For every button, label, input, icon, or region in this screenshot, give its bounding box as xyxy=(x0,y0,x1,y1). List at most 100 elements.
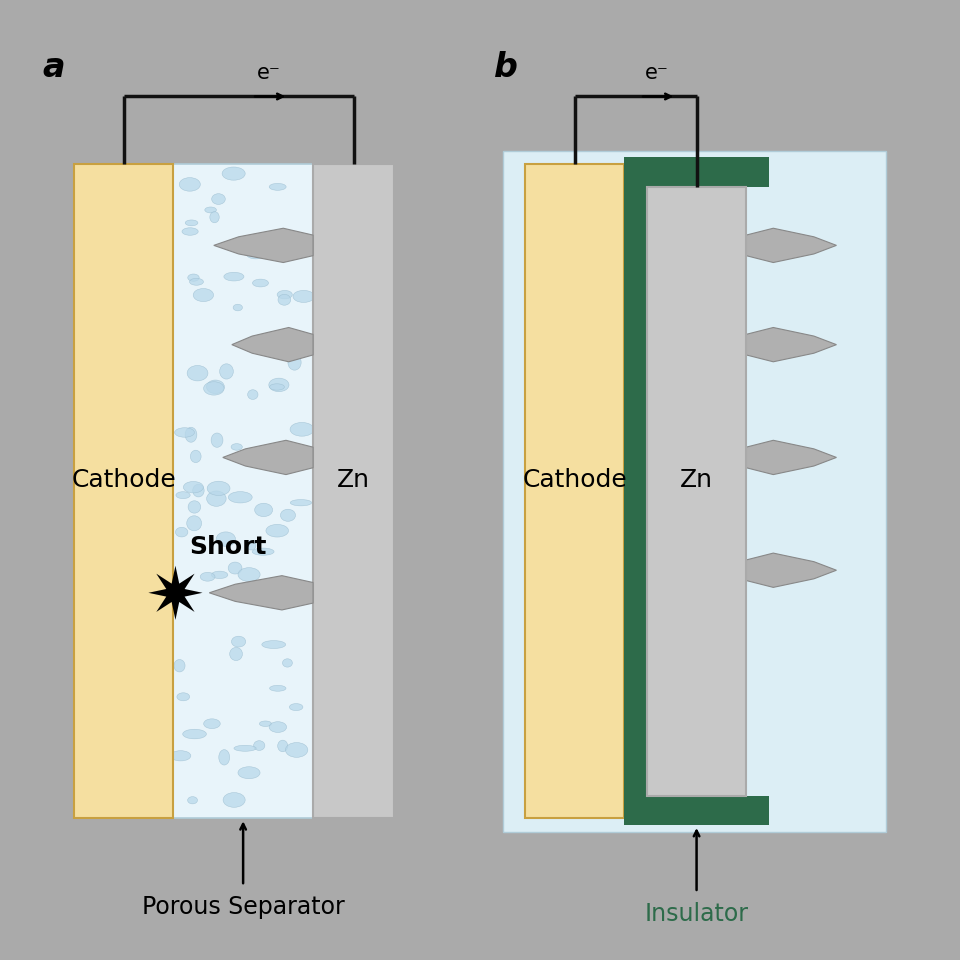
Ellipse shape xyxy=(270,685,286,691)
Ellipse shape xyxy=(175,428,195,437)
Ellipse shape xyxy=(254,503,273,516)
Ellipse shape xyxy=(270,384,284,390)
Ellipse shape xyxy=(269,183,286,190)
Ellipse shape xyxy=(288,354,301,371)
Ellipse shape xyxy=(238,567,260,582)
Ellipse shape xyxy=(177,693,190,701)
Ellipse shape xyxy=(251,452,268,461)
Text: Zn: Zn xyxy=(337,468,371,492)
Polygon shape xyxy=(746,228,836,262)
Bar xyxy=(313,164,395,818)
Bar xyxy=(503,151,886,832)
Ellipse shape xyxy=(277,740,288,752)
Text: Short: Short xyxy=(189,535,267,559)
Ellipse shape xyxy=(211,433,223,447)
Ellipse shape xyxy=(269,722,287,732)
Text: Porous Separator: Porous Separator xyxy=(142,895,345,919)
Ellipse shape xyxy=(233,304,243,311)
Ellipse shape xyxy=(224,273,244,281)
Ellipse shape xyxy=(247,250,265,259)
Ellipse shape xyxy=(229,647,243,660)
Bar xyxy=(525,164,624,818)
Text: Zn: Zn xyxy=(680,468,713,492)
Ellipse shape xyxy=(187,516,202,531)
Ellipse shape xyxy=(189,278,204,285)
Ellipse shape xyxy=(270,348,286,355)
Ellipse shape xyxy=(185,220,198,226)
Ellipse shape xyxy=(204,719,220,729)
Ellipse shape xyxy=(206,491,227,506)
Ellipse shape xyxy=(283,233,300,242)
Ellipse shape xyxy=(243,588,261,593)
Ellipse shape xyxy=(252,279,269,287)
Ellipse shape xyxy=(228,492,252,503)
Ellipse shape xyxy=(247,540,256,550)
Polygon shape xyxy=(149,565,203,620)
Ellipse shape xyxy=(183,482,204,492)
Ellipse shape xyxy=(211,571,228,579)
Polygon shape xyxy=(223,441,313,474)
Ellipse shape xyxy=(267,344,283,355)
Ellipse shape xyxy=(253,741,265,751)
Ellipse shape xyxy=(249,246,261,254)
Ellipse shape xyxy=(171,751,191,761)
Bar xyxy=(624,796,769,826)
Ellipse shape xyxy=(174,660,185,672)
Ellipse shape xyxy=(231,636,246,647)
Ellipse shape xyxy=(228,562,242,574)
Polygon shape xyxy=(214,228,313,262)
Text: Cathode: Cathode xyxy=(522,468,627,492)
Bar xyxy=(74,164,173,818)
Ellipse shape xyxy=(216,532,235,546)
Ellipse shape xyxy=(188,274,200,281)
Ellipse shape xyxy=(259,721,272,727)
Polygon shape xyxy=(232,327,313,362)
Ellipse shape xyxy=(193,289,213,301)
Ellipse shape xyxy=(176,492,190,498)
Ellipse shape xyxy=(289,704,303,710)
Ellipse shape xyxy=(211,194,226,204)
Ellipse shape xyxy=(293,290,314,302)
Ellipse shape xyxy=(223,793,245,807)
Ellipse shape xyxy=(190,450,201,463)
Text: e⁻: e⁻ xyxy=(645,63,668,83)
Bar xyxy=(624,157,769,186)
Ellipse shape xyxy=(238,767,260,779)
Polygon shape xyxy=(209,576,313,610)
Ellipse shape xyxy=(182,730,206,739)
Ellipse shape xyxy=(290,499,312,506)
Ellipse shape xyxy=(188,501,201,514)
Ellipse shape xyxy=(204,382,224,396)
Ellipse shape xyxy=(290,422,314,436)
Ellipse shape xyxy=(176,527,188,537)
Ellipse shape xyxy=(277,291,292,299)
Ellipse shape xyxy=(182,228,198,235)
Ellipse shape xyxy=(280,509,296,521)
Ellipse shape xyxy=(222,167,245,180)
Ellipse shape xyxy=(185,427,197,443)
Polygon shape xyxy=(746,327,836,362)
Text: Cathode: Cathode xyxy=(71,468,176,492)
Polygon shape xyxy=(746,441,836,474)
Ellipse shape xyxy=(282,659,293,667)
Ellipse shape xyxy=(266,524,289,537)
Ellipse shape xyxy=(219,750,229,765)
Bar xyxy=(173,164,313,818)
Ellipse shape xyxy=(204,207,216,213)
Ellipse shape xyxy=(231,444,242,450)
Text: b: b xyxy=(493,51,517,84)
Ellipse shape xyxy=(207,481,230,495)
Ellipse shape xyxy=(285,742,308,757)
Ellipse shape xyxy=(180,178,201,191)
Bar xyxy=(624,157,647,826)
Ellipse shape xyxy=(187,797,198,804)
Text: Insulator: Insulator xyxy=(644,901,749,925)
Polygon shape xyxy=(746,553,836,588)
Ellipse shape xyxy=(278,295,291,305)
Ellipse shape xyxy=(220,364,233,379)
Ellipse shape xyxy=(263,578,287,592)
Ellipse shape xyxy=(187,366,208,381)
Ellipse shape xyxy=(252,548,274,555)
Ellipse shape xyxy=(248,390,258,399)
Bar xyxy=(647,186,746,796)
